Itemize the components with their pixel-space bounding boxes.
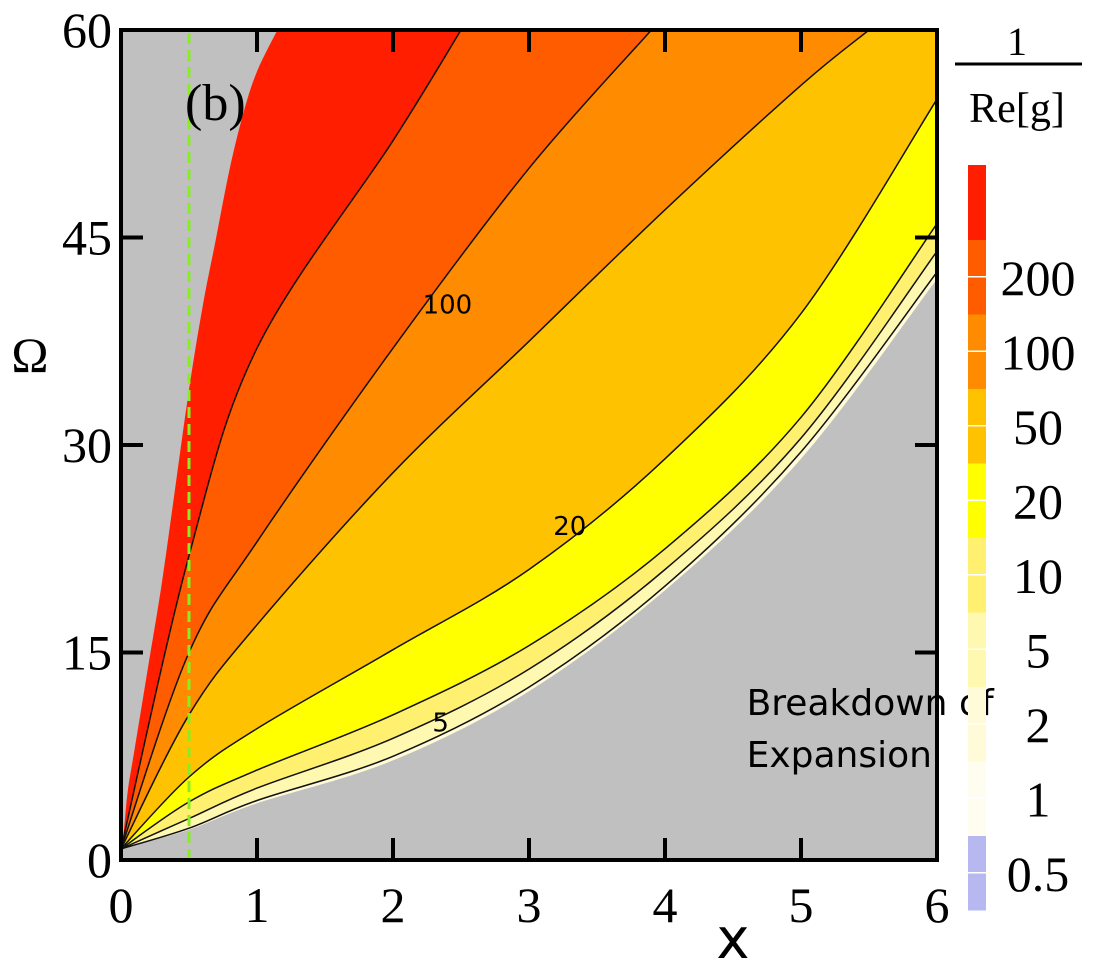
x-tick-label-1: 1 (245, 877, 270, 933)
contour-label-c20: 20 (553, 512, 586, 542)
colorbar-label-3: 5 (1026, 622, 1051, 678)
contour-label-c100: 100 (423, 291, 473, 321)
contour-labels: 100 20 5 (423, 291, 587, 739)
y-tick-label-15: 15 (62, 625, 112, 681)
annotation-breakdown-line-0: Breakdown of (747, 683, 995, 724)
colorbar-label-5: 20 (1013, 473, 1063, 529)
colorbar (968, 165, 986, 911)
panel-label: (b) (185, 75, 246, 132)
contour-lines (121, 30, 937, 850)
annotation-layer: Breakdown of Expansion (747, 683, 995, 776)
colorbar-label-2: 2 (1026, 697, 1051, 753)
colorbar-segment-9 (968, 165, 986, 240)
colorbar-label-4: 10 (1013, 548, 1063, 604)
contour-line-c50 (121, 30, 870, 850)
colorbar-title-numerator: 1 (1007, 19, 1027, 64)
y-tick-label-30: 30 (62, 417, 112, 473)
colorbar-label-7: 100 (1001, 324, 1076, 380)
x-tick-label-6: 6 (925, 877, 950, 933)
y-tick-label-0: 0 (87, 832, 112, 888)
contour-label-c5: 5 (432, 708, 449, 738)
breakdown-region-right (121, 279, 937, 860)
contour-line-c2 (121, 271, 937, 850)
x-tick-label-0: 0 (109, 877, 134, 933)
contour-line-c200 (121, 30, 462, 850)
axis-ticks (121, 30, 937, 860)
x-tick-label-3: 3 (517, 877, 542, 933)
contour-line-c10 (121, 223, 937, 850)
colorbar-labels: 0.5 1 2 5 10 20 50 100 200 (1001, 250, 1076, 902)
x-tick-label-2: 2 (381, 877, 406, 933)
colorbar-title-denominator: Re[g] (969, 86, 1065, 132)
annotation-breakdown-line-1: Expansion (747, 735, 932, 776)
contour-line-c20 (121, 98, 937, 850)
annotation-breakdown: Breakdown of Expansion (747, 683, 995, 776)
x-axis-label: x (716, 907, 749, 961)
y-tick-label-45: 45 (62, 210, 112, 266)
x-tick-label-4: 4 (653, 877, 678, 933)
y-axis-label: Ω (11, 327, 48, 383)
x-tick-label-5: 5 (789, 877, 814, 933)
colorbar-label-8: 200 (1001, 250, 1076, 306)
colorbar-label-0: 0.5 (1007, 846, 1070, 902)
colorbar-label-1: 1 (1026, 771, 1051, 827)
colorbar-title: 1 Re[g] (955, 19, 1082, 132)
contour-line-c100 (121, 30, 652, 850)
plot-regions (121, 30, 937, 860)
colorbar-label-6: 50 (1013, 399, 1063, 455)
y-tick-label-60: 60 (62, 2, 112, 58)
contour-line-c5 (121, 250, 937, 850)
